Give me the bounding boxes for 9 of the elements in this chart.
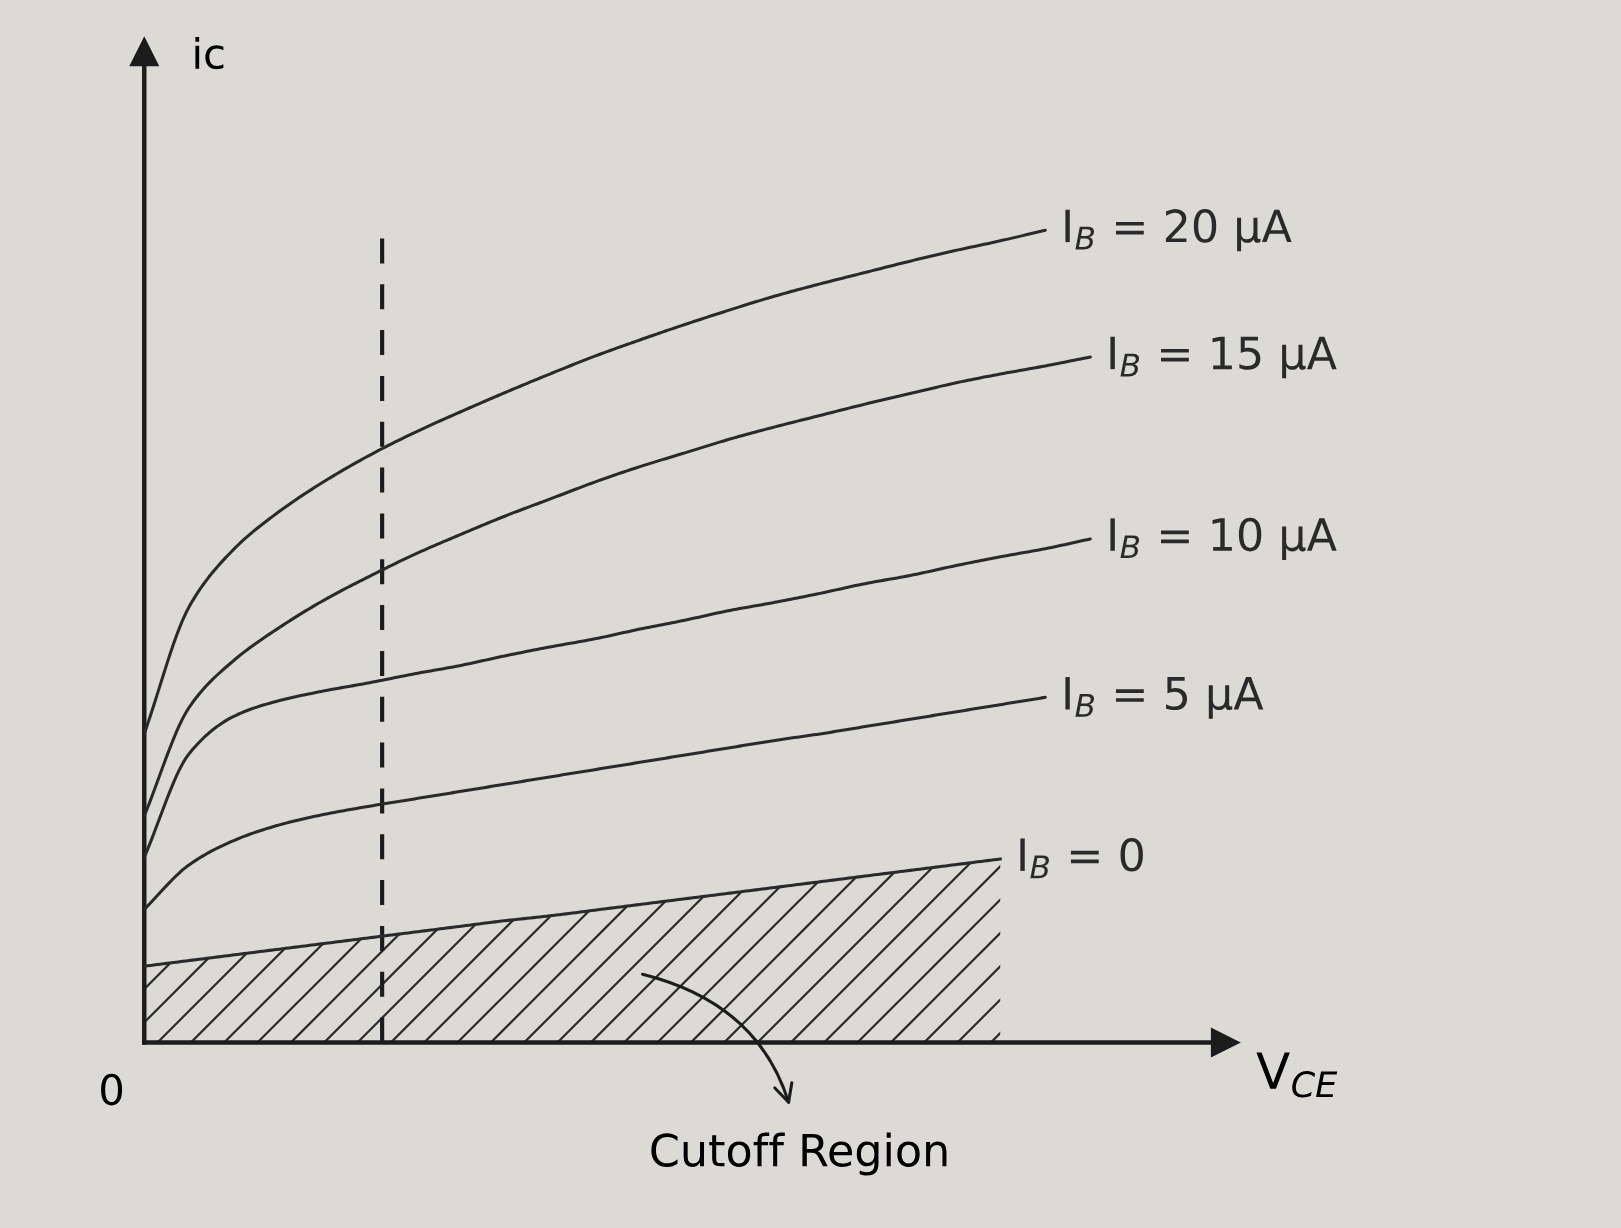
series-label: I$_{B}$ = 15 μA [1110,336,1337,379]
series-label: I$_{B}$ = 10 μA [1110,517,1337,561]
y-axis-title: ic [195,36,224,70]
series-label: I$_{B}$ = 0 [1020,837,1143,879]
series-label: I$_{B}$ = 20 μA [1065,209,1292,252]
x-axis-title: V$_{CE}$ [1256,1052,1338,1098]
text: 0 [101,1073,123,1106]
text: Cutoff Region [651,1132,947,1176]
series-label: I$_{B}$ = 5 μA [1065,677,1264,719]
